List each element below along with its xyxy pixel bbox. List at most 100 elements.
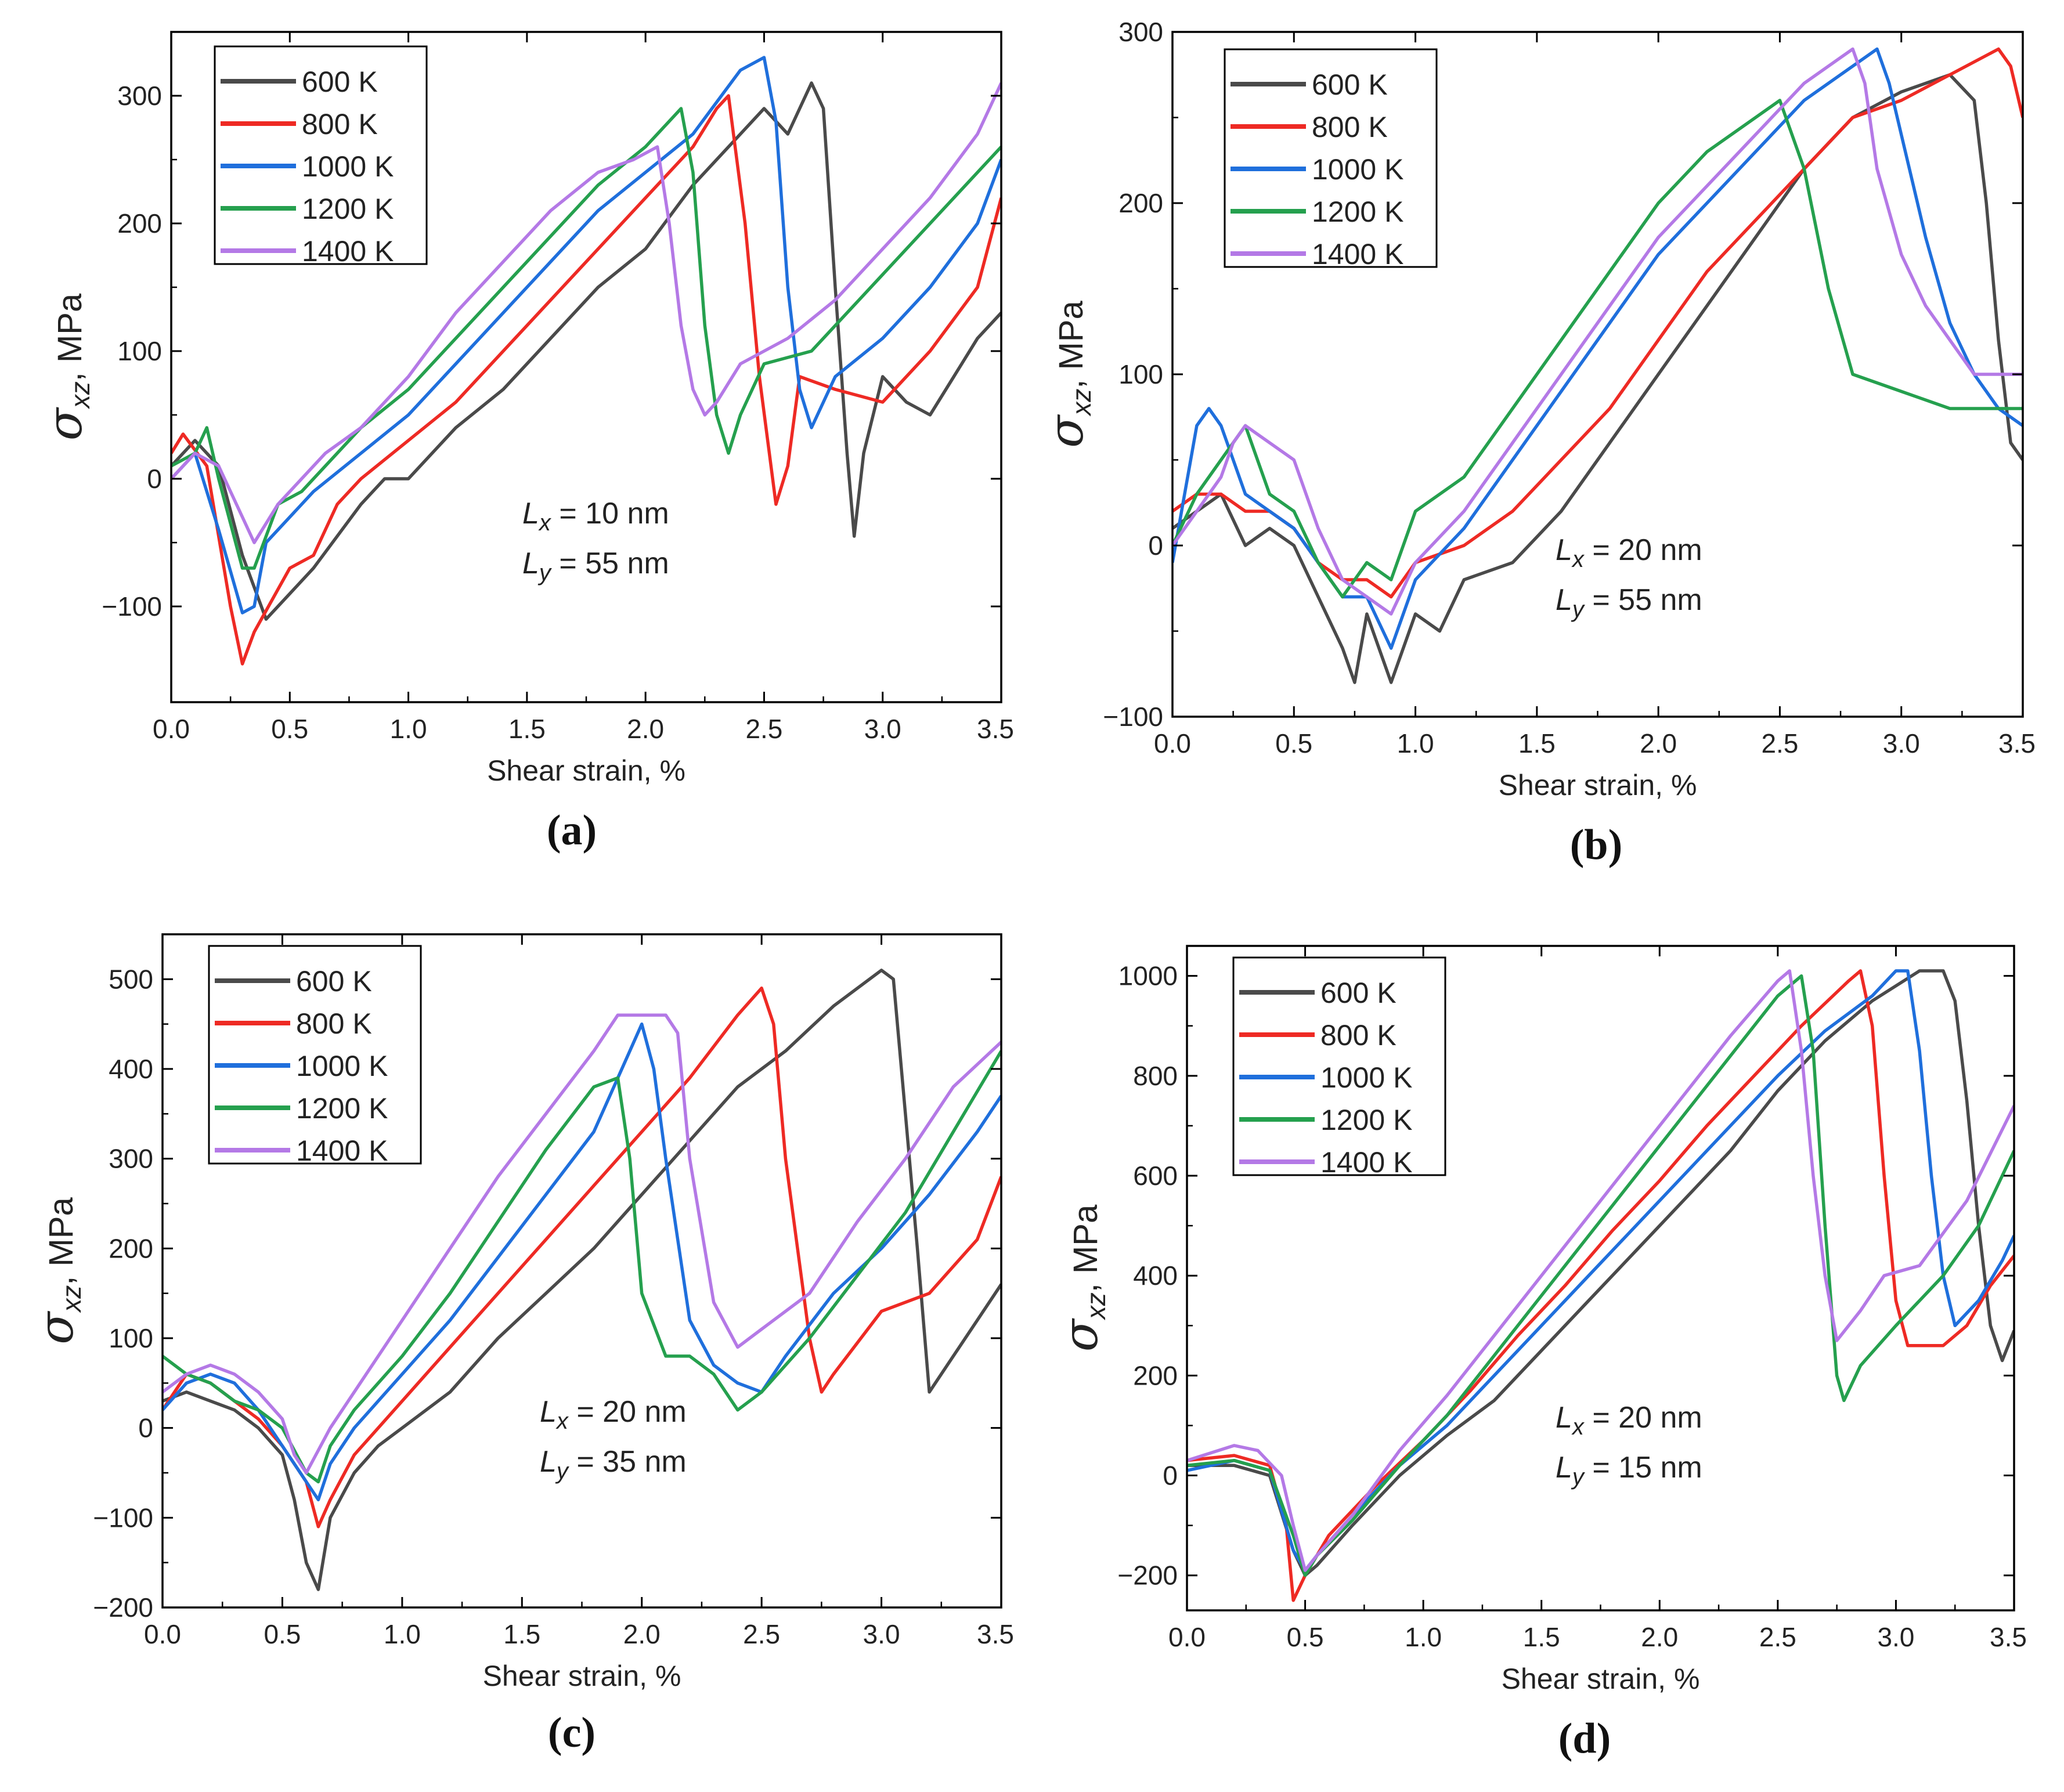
y-tick-label: −100 [93, 1502, 153, 1533]
y-axis-subscript: xz [1066, 389, 1096, 417]
annotation-lx: Lx = 20 nm [1556, 533, 1702, 572]
y-axis-symbol: σ [38, 407, 93, 440]
panel-label: (d) [1558, 1715, 1611, 1762]
y-tick-label: −100 [1103, 702, 1163, 732]
chart-panel-b: 0.0 0.5 1.0 1.5 2.0 2.5 3.0 3.5 −100 0 100 200 300 Sh… [1039, 17, 2036, 869]
x-tick-label: 1.0 [1397, 728, 1434, 758]
annotation-ly: Ly = 55 nm [1556, 583, 1702, 622]
annotation-value: = 10 nm [551, 497, 669, 530]
x-tick-label: 0.5 [1287, 1622, 1324, 1652]
annotation-var: L [1556, 533, 1572, 567]
series-line-1000k [171, 56, 1001, 615]
y-axis-unit: , MPa [1052, 301, 1090, 389]
x-axis-title: Shear strain, % [487, 754, 685, 787]
legend-entry: 1000 K [1320, 1061, 1412, 1094]
x-tick-label: 3.0 [1883, 728, 1920, 758]
panel-label: (b) [1570, 821, 1622, 869]
series-line-800k [1187, 969, 2014, 1602]
annotation-value: = 20 nm [1584, 533, 1702, 567]
series-line-1200k [163, 1050, 1001, 1484]
y-tick-label: 800 [1133, 1061, 1178, 1091]
x-tick-label: 3.5 [977, 1619, 1014, 1649]
legend-entry: 1000 K [296, 1050, 388, 1082]
legend-entry: 600 K [302, 66, 378, 98]
legend-entry: 800 K [1312, 111, 1388, 143]
y-tick-label: 500 [109, 964, 153, 994]
y-tick-label: 200 [1133, 1360, 1178, 1390]
series-line-600k [1172, 73, 2023, 684]
x-tick-label: 1.0 [390, 714, 427, 744]
x-axis-title: Shear strain, % [1499, 769, 1697, 801]
annotation-var: L [540, 1395, 557, 1429]
series-line-1200k [171, 107, 1001, 570]
y-tick-label: −200 [93, 1592, 153, 1623]
legend-entry: 1000 K [302, 150, 394, 183]
legend-entry: 800 K [302, 108, 378, 140]
x-tick-label: 2.5 [1761, 728, 1798, 758]
chart-panel-d: 0.0 0.5 1.0 1.5 2.0 2.5 3.0 3.5 −200 0 200 400 600 80… [1053, 945, 2027, 1762]
annotation-var: L [1556, 1451, 1572, 1484]
y-axis-subscript: xz [65, 381, 95, 409]
y-tick-label: 300 [109, 1144, 153, 1174]
legend-entry: 1200 K [302, 193, 394, 225]
annotation-value: = 20 nm [568, 1395, 687, 1429]
y-tick-label: 600 [1133, 1161, 1178, 1191]
series-group [1187, 969, 2014, 1602]
annotation-ly: Ly = 15 nm [1556, 1451, 1702, 1490]
x-axis-title: Shear strain, % [1502, 1663, 1700, 1695]
y-tick-label: 300 [1118, 17, 1163, 47]
x-tick-label: 2.0 [1641, 1622, 1678, 1652]
x-tick-label: 3.0 [864, 714, 901, 744]
x-tick-label: 3.0 [863, 1619, 900, 1649]
x-tick-label: 0.0 [1168, 1622, 1206, 1652]
y-tick-label: −100 [102, 591, 162, 622]
y-axis-title: σxz, MPa [29, 1197, 86, 1345]
y-axis-title: σxz, MPa [1053, 1204, 1111, 1352]
x-tick-label: 1.5 [508, 714, 546, 744]
y-axis-subscript: xz [1081, 1292, 1111, 1320]
annotation-lx: Lx = 10 nm [522, 497, 669, 536]
x-tick-label: 1.5 [1523, 1622, 1560, 1652]
series-line-800k [163, 987, 1001, 1529]
legend-entry: 1400 K [1312, 238, 1403, 270]
x-tick-label: 0.5 [271, 714, 308, 744]
series-line-800k [171, 94, 1001, 666]
x-tick-label: 3.5 [1998, 728, 2036, 758]
x-tick-label: 0.5 [1275, 728, 1312, 758]
annotation-sub: x [1571, 547, 1585, 572]
legend-entry: 1400 K [1320, 1146, 1412, 1179]
series-group [163, 969, 1001, 1591]
x-tick-label: 2.0 [623, 1619, 661, 1649]
annotation-sub: y [1571, 1464, 1586, 1490]
legend-entry: 600 K [1312, 68, 1388, 101]
series-line-1400k [1172, 47, 2023, 616]
series-line-1200k [1172, 99, 2023, 599]
annotation-var: L [522, 547, 539, 580]
panel-label: (c) [548, 1709, 596, 1757]
y-tick-label: 200 [1118, 188, 1163, 218]
x-tick-label: 2.0 [627, 714, 664, 744]
legend-entry: 1200 K [296, 1092, 388, 1125]
x-tick-label: 0.0 [144, 1619, 181, 1649]
legend-entry: 1000 K [1312, 153, 1403, 186]
y-axis-symbol: σ [1039, 414, 1094, 448]
x-tick-label: 1.0 [384, 1619, 421, 1649]
y-tick-label: 100 [109, 1323, 153, 1353]
x-tick-label: 0.0 [153, 714, 190, 744]
x-tick-label: 2.5 [743, 1619, 780, 1649]
x-tick-label: 2.0 [1640, 728, 1677, 758]
annotation-var: L [1556, 1401, 1572, 1435]
annotation-ly: Ly = 55 nm [522, 547, 669, 586]
legend-entry: 800 K [296, 1007, 372, 1040]
legend: 600 K 800 K 1000 K 1200 K 1400 K [214, 45, 428, 268]
annotation-var: L [1556, 583, 1572, 617]
legend: 600 K 800 K 1000 K 1200 K 1400 K [1224, 48, 1438, 270]
chart-panel-c: 0.0 0.5 1.0 1.5 2.0 2.5 3.0 3.5 −200 −100 0 100 200 3… [29, 933, 1014, 1757]
legend-entry: 800 K [1320, 1019, 1397, 1052]
series-line-1200k [1187, 974, 2014, 1577]
annotation-sub: x [538, 510, 552, 536]
legend-entry: 1400 K [296, 1135, 388, 1167]
legend-entry: 1200 K [1320, 1104, 1412, 1136]
annotation-sub: x [1571, 1414, 1585, 1440]
